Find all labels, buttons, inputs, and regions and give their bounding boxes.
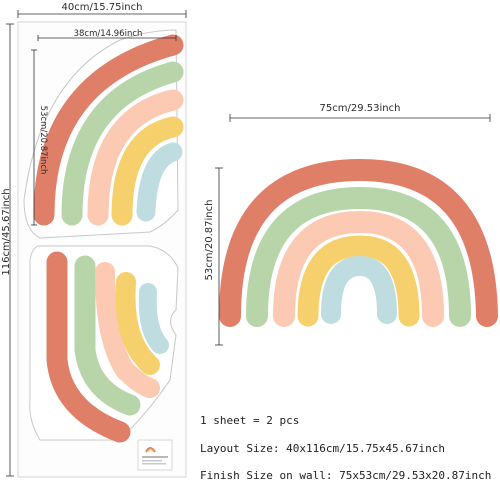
- finish-size-text: Finish Size on wall: 75x53cm/29.53x20.87…: [200, 469, 492, 482]
- top-band-mustard: [111, 116, 184, 226]
- bottom-band-terracotta: [46, 251, 131, 443]
- top-piece-height-label: 53cm/20.87inch: [38, 106, 48, 175]
- finished-band-peach: [273, 210, 444, 327]
- finished-rainbow: [219, 158, 498, 327]
- top-band-sage: [61, 61, 184, 226]
- finished-band-sage: [246, 186, 471, 327]
- top-band-terracotta: [33, 34, 184, 226]
- top-rainbow-piece: [33, 34, 184, 226]
- dimension-lines: [6, 10, 491, 477]
- sheet-height-label: 116cm/45.67inch: [1, 188, 12, 275]
- finish-width-label: 75cm/29.53inch: [320, 103, 401, 114]
- bottom-band-mustard: [115, 272, 160, 375]
- layout-size-text: Layout Size: 40x116cm/15.75x45.67inch: [200, 442, 446, 455]
- top-band-blue: [136, 142, 183, 222]
- sheet-count-text: 1 sheet = 2 pcs: [200, 414, 300, 427]
- bottom-band-blue: [138, 283, 169, 354]
- sheet-width-label: 40cm/15.75inch: [62, 2, 143, 13]
- finished-band-mustard: [297, 235, 420, 327]
- bottom-band-peach: [95, 262, 160, 398]
- finished-band-blue: [321, 255, 397, 324]
- bottom-band-sage: [74, 255, 141, 416]
- top-piece-width-label: 38cm/14.96inch: [74, 29, 143, 39]
- package-label: [137, 439, 173, 471]
- finish-height-label: 53cm/20.87inch: [204, 200, 215, 281]
- top-band-peach: [87, 89, 184, 226]
- bottom-rainbow-piece: [46, 251, 169, 443]
- finished-band-terracotta: [219, 158, 498, 327]
